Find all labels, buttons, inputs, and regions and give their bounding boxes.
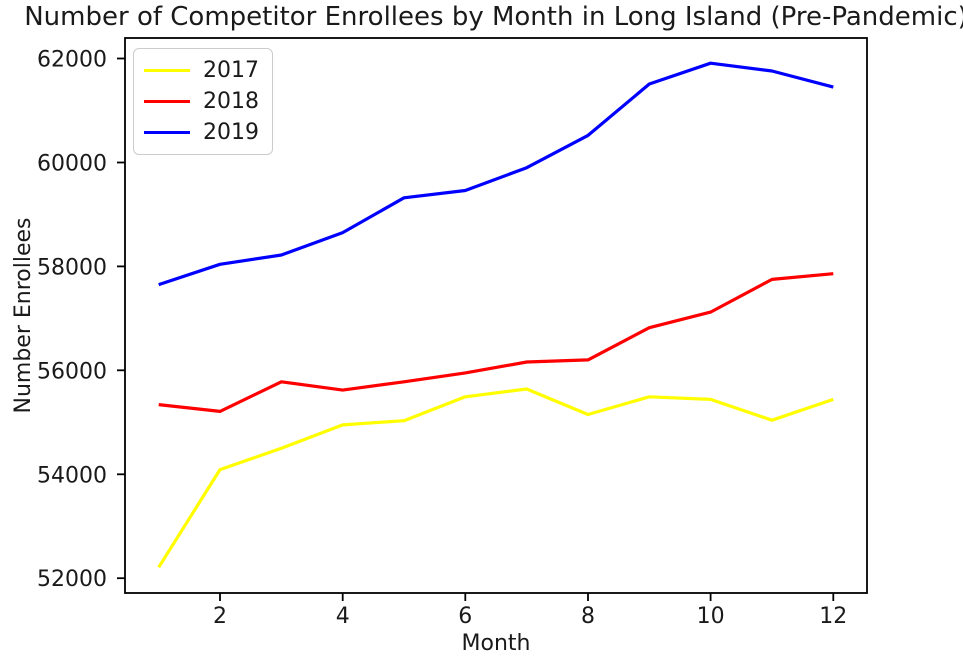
y-axis-label: Number Enrollees bbox=[11, 218, 36, 414]
plot-frame bbox=[124, 37, 868, 594]
legend-label: 2017 bbox=[203, 57, 259, 83]
y-tick-label: 58000 bbox=[37, 255, 107, 280]
x-tick-label: 2 bbox=[213, 604, 227, 629]
x-tick-label: 12 bbox=[819, 604, 847, 629]
legend-label: 2018 bbox=[203, 88, 259, 114]
legend-line-sample bbox=[144, 68, 190, 73]
legend-line-sample bbox=[144, 99, 190, 104]
y-tick-label: 60000 bbox=[37, 151, 107, 176]
y-tick-label: 62000 bbox=[37, 48, 107, 73]
x-tick-label: 4 bbox=[336, 604, 350, 629]
legend: 2017 2018 2019 bbox=[133, 48, 273, 155]
x-tick-label: 8 bbox=[581, 604, 595, 629]
y-tick-label: 52000 bbox=[37, 567, 107, 592]
y-tick-label: 56000 bbox=[37, 359, 107, 384]
x-tick-label: 6 bbox=[458, 604, 472, 629]
x-axis-label: Month bbox=[462, 631, 531, 656]
x-tick-label: 10 bbox=[697, 604, 725, 629]
series-line-2017 bbox=[157, 387, 834, 569]
series-line-2018 bbox=[158, 272, 834, 413]
legend-entry: 2017 bbox=[144, 55, 259, 86]
legend-entry: 2018 bbox=[144, 86, 259, 117]
series-line-2019 bbox=[158, 61, 834, 287]
legend-label: 2019 bbox=[203, 119, 259, 145]
legend-entry: 2019 bbox=[144, 117, 259, 148]
chart-title: Number of Competitor Enrollees by Month … bbox=[24, 2, 963, 32]
y-tick-label: 54000 bbox=[37, 463, 107, 488]
legend-line-sample bbox=[144, 130, 190, 135]
